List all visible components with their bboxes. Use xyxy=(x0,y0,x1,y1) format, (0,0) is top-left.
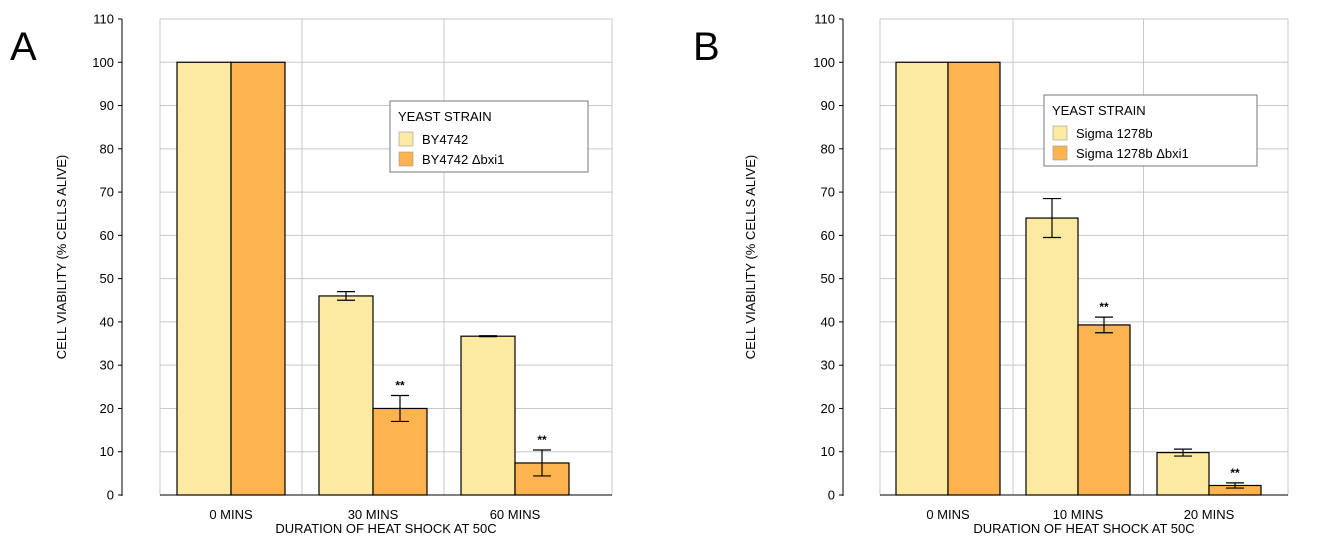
y-axis-title: CELL VIABILITY (% CELLS ALIVE) xyxy=(54,155,69,359)
y-tick-label: 80 xyxy=(821,141,835,156)
x-tick-label: 30 MINS xyxy=(348,507,399,522)
series-2: ** ** xyxy=(230,61,570,496)
y-tick-label: 70 xyxy=(100,185,114,200)
significance-marker: ** xyxy=(1230,466,1240,480)
y-axis-title: CELL VIABILITY (% CELLS ALIVE) xyxy=(743,155,758,359)
x-tick-label: 0 MINS xyxy=(926,507,970,522)
x-axis-title: DURATION OF HEAT SHOCK AT 50C xyxy=(275,521,496,536)
legend-box xyxy=(1043,94,1258,167)
panel-letter: A xyxy=(10,25,37,69)
legend: YEAST STRAIN Sigma 1278b Sigma 1278b Δbxi1 xyxy=(1043,94,1258,167)
series-2: ** ** xyxy=(947,61,1262,496)
legend-swatch xyxy=(1052,125,1068,141)
y-tick-label: 50 xyxy=(100,271,114,286)
chart-panel-b: B 0 10 20 30 40 50 60 70 80 90 100 110 CELL VIABILITY… xyxy=(693,12,1289,536)
legend-box xyxy=(389,100,589,173)
y-tick-label: 0 xyxy=(828,488,835,503)
bar xyxy=(176,61,232,496)
bar xyxy=(1156,451,1210,496)
y-tick-label: 60 xyxy=(100,228,114,243)
series-1 xyxy=(176,61,516,496)
x-tick-label: 0 MINS xyxy=(209,507,253,522)
chart-panel-a: A 0 10 20 30 40 50 60 70 80 90 100 110 CELL VIABILITY… xyxy=(10,12,613,536)
legend-label: BY4742 xyxy=(422,132,468,147)
significance-marker: ** xyxy=(395,378,405,392)
y-tick-label: 30 xyxy=(100,358,114,373)
y-tick-label: 100 xyxy=(92,55,114,70)
y-tick-label: 40 xyxy=(100,314,114,329)
y-tick-label: 110 xyxy=(814,12,835,27)
panel-letter: B xyxy=(693,25,720,69)
y-tick-label: 90 xyxy=(821,98,835,113)
significance-marker: ** xyxy=(537,433,547,447)
legend-label: BY4742 Δbxi1 xyxy=(422,152,504,167)
legend-label: Sigma 1278b Δbxi1 xyxy=(1076,146,1189,161)
legend-title: YEAST STRAIN xyxy=(1052,103,1146,118)
bar xyxy=(230,61,286,496)
y-tick-label: 40 xyxy=(821,314,835,329)
y-tick-label: 10 xyxy=(100,444,114,459)
bar xyxy=(895,61,949,496)
legend-swatch xyxy=(1052,145,1068,161)
significance-marker: ** xyxy=(1099,300,1109,314)
bar xyxy=(372,407,428,496)
y-tick-label: 110 xyxy=(93,12,114,27)
legend-title: YEAST STRAIN xyxy=(398,109,492,124)
x-axis-title: DURATION OF HEAT SHOCK AT 50C xyxy=(973,521,1194,536)
bar xyxy=(318,295,374,496)
bar xyxy=(947,61,1001,496)
legend: YEAST STRAIN BY4742 BY4742 Δbxi1 xyxy=(389,100,589,173)
y-tick-label: 80 xyxy=(100,141,114,156)
x-tick-label: 20 MINS xyxy=(1184,507,1235,522)
legend-swatch xyxy=(398,151,414,167)
y-tick-label: 50 xyxy=(821,271,835,286)
series-1 xyxy=(895,61,1210,496)
y-tick-label: 30 xyxy=(821,358,835,373)
y-tick-label: 20 xyxy=(821,401,835,416)
y-tick-label: 90 xyxy=(100,98,114,113)
legend-label: Sigma 1278b xyxy=(1076,126,1153,141)
y-tick-label: 100 xyxy=(813,55,835,70)
bar xyxy=(1025,217,1079,496)
y-tick-label: 60 xyxy=(821,228,835,243)
x-tick-label: 60 MINS xyxy=(490,507,541,522)
y-tick-label: 10 xyxy=(821,444,835,459)
y-tick-label: 70 xyxy=(821,185,835,200)
x-tick-label: 10 MINS xyxy=(1053,507,1104,522)
y-tick-label: 20 xyxy=(100,401,114,416)
legend-swatch xyxy=(398,131,414,147)
bar xyxy=(460,335,516,496)
bar xyxy=(1077,324,1131,496)
y-tick-label: 0 xyxy=(107,488,114,503)
